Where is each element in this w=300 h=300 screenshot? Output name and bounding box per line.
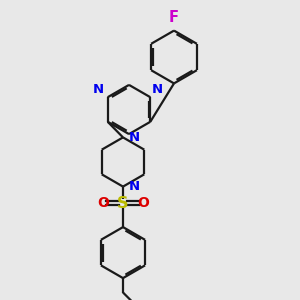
Text: F: F <box>169 10 179 25</box>
Text: N: N <box>93 83 104 96</box>
Text: N: N <box>128 131 140 144</box>
Text: S: S <box>117 196 129 211</box>
Text: O: O <box>97 196 109 210</box>
Text: N: N <box>152 83 163 96</box>
Text: O: O <box>137 196 149 210</box>
Text: N: N <box>128 180 140 193</box>
